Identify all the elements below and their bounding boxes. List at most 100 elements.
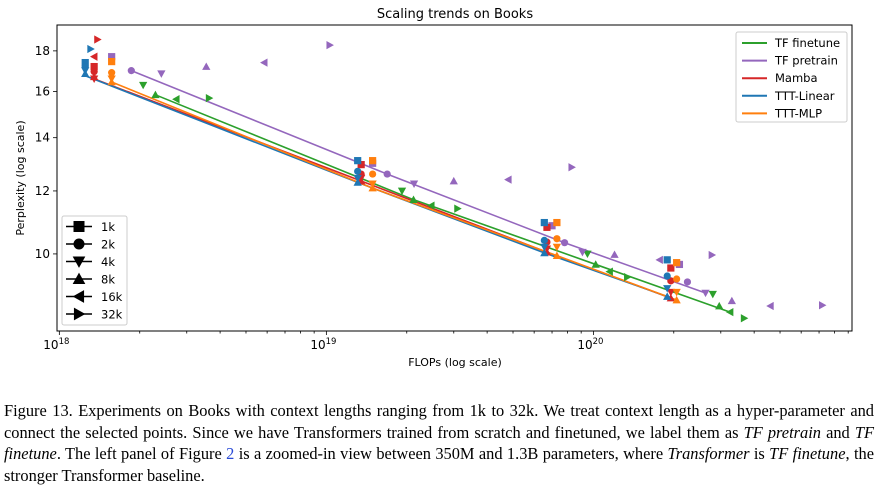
circle-marker: [90, 68, 98, 76]
triangle-down-marker: [139, 81, 148, 90]
triangle-left-marker: [766, 301, 774, 311]
triangle-up-marker: [540, 248, 549, 257]
caption-text: is: [749, 444, 770, 463]
series-line-tf-finetune: [155, 94, 731, 313]
triangle-right-marker: [205, 93, 214, 103]
caption-text: . The left panel of Figure: [56, 444, 227, 463]
y-tick-label: 18: [35, 44, 50, 58]
y-axis-label: Perplexity (log scale): [14, 120, 27, 235]
square-marker: [73, 221, 85, 232]
figure-link[interactable]: 2: [226, 444, 235, 463]
triangle-up-marker: [409, 195, 418, 203]
legend-label: 1k: [101, 220, 115, 234]
square-marker: [108, 53, 116, 61]
scaling-chart: Scaling trends on Books 1018 1019 10201012…: [14, 7, 853, 369]
square-marker: [553, 218, 561, 227]
x-tick-label: 1020: [577, 337, 603, 352]
legend-label: TTT-Linear: [774, 89, 835, 103]
triangle-up-marker: [368, 183, 377, 192]
circle-marker: [560, 239, 569, 247]
legend-label: Mamba: [775, 71, 818, 85]
triangle-up-marker: [72, 272, 86, 285]
x-tick-exponent: 18: [59, 337, 70, 347]
triangle-left-marker: [260, 58, 268, 67]
caption-italic: TF finetune: [769, 444, 846, 463]
triangle-right-marker: [568, 163, 576, 172]
caption-text: is a zoomed-in view between 350M and 1.3…: [234, 444, 668, 463]
square-marker: [663, 256, 671, 264]
triangle-right-marker: [326, 41, 334, 50]
legend-label: 2k: [101, 238, 115, 252]
circle-marker: [540, 236, 548, 244]
circle-marker: [673, 275, 681, 283]
legend-label: 16k: [101, 290, 123, 304]
triangle-up-marker: [727, 296, 736, 305]
triangle-down-marker: [672, 288, 681, 297]
triangle-down-marker: [552, 243, 562, 252]
triangle-down-marker: [157, 70, 166, 78]
triangle-down-marker: [409, 180, 419, 188]
triangle-up-marker: [107, 77, 116, 86]
triangle-left-marker: [172, 95, 180, 104]
triangle-up-marker: [90, 72, 99, 81]
triangle-up-marker: [151, 90, 160, 99]
triangle-up-marker: [672, 295, 681, 304]
figure-caption: Figure 13. Experiments on Books with con…: [4, 400, 874, 486]
triangle-left-marker: [725, 307, 734, 317]
legend-label: 8k: [101, 273, 115, 287]
x-axis-label: FLOPs (log scale): [408, 356, 502, 369]
triangle-down-marker: [540, 243, 549, 252]
triangle-up-marker: [353, 178, 362, 186]
x-tick-exponent: 19: [326, 337, 337, 347]
triangle-left-marker: [427, 201, 435, 210]
triangle-up-marker: [81, 69, 90, 77]
circle-marker: [683, 278, 692, 286]
x-tick-base: 10: [43, 338, 58, 352]
marker-legend: 1k 2k 4k 8k 16k 32k: [61, 215, 128, 326]
triangle-down-marker: [666, 288, 675, 297]
square-marker: [667, 264, 675, 272]
chart-title: Scaling trends on Books: [377, 7, 533, 22]
caption-italic: TF finetune: [4, 422, 874, 464]
triangle-right-marker: [94, 35, 102, 44]
y-tick-label: 14: [35, 131, 50, 145]
triangle-up-marker: [663, 292, 672, 300]
triangle-up-marker: [449, 176, 458, 185]
legend-label: TF pretrain: [774, 54, 838, 68]
circle-marker: [73, 238, 85, 250]
circle-marker: [127, 67, 135, 75]
triangle-right-marker: [87, 44, 95, 54]
legend-box: [735, 31, 848, 123]
triangle-left-marker: [605, 267, 613, 276]
square-marker: [81, 58, 89, 67]
triangle-left-marker: [72, 290, 85, 303]
triangle-down-marker: [578, 248, 587, 257]
square-marker: [108, 57, 116, 66]
x-tick-base: 10: [577, 338, 592, 352]
series-line-tf-pretrain: [131, 69, 706, 294]
circle-marker: [553, 235, 561, 243]
triangle-down-marker: [708, 290, 717, 299]
triangle-left-marker: [90, 52, 98, 61]
triangle-right-marker: [73, 307, 86, 321]
caption-italic: Transformer: [667, 444, 750, 463]
triangle-down-marker: [397, 187, 407, 196]
circle-marker: [354, 167, 362, 175]
triangle-left-marker: [655, 255, 663, 264]
triangle-right-marker: [624, 272, 632, 282]
square-marker: [90, 62, 98, 71]
triangle-down-marker: [72, 256, 86, 268]
caption-text: Figure 13. Experiments on Books with con…: [4, 401, 874, 442]
triangle-right-marker: [708, 250, 717, 260]
caption-text: and: [820, 422, 855, 442]
triangle-up-marker: [202, 62, 211, 70]
circle-marker: [369, 170, 377, 178]
triangle-down-marker: [663, 285, 672, 293]
square-marker: [548, 222, 556, 230]
plot-frame: [56, 24, 853, 332]
legend-label: 4k: [101, 255, 115, 269]
circle-marker: [108, 69, 116, 77]
triangle-left-marker: [504, 175, 512, 184]
series-line-ttt-mlp: [111, 81, 677, 301]
